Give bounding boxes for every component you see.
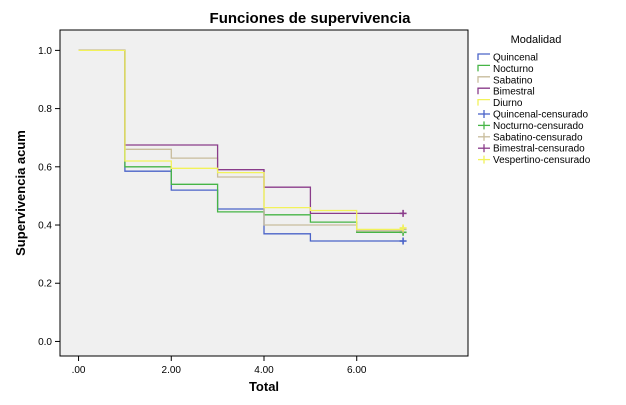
legend-label: Bimestral (493, 87, 535, 98)
legend-plus-swatch (478, 144, 490, 153)
legend-label: Sabatino (493, 75, 533, 86)
legend-plus-swatch (478, 155, 490, 164)
legend-label: Nocturno (493, 64, 534, 75)
x-axis: .00 2.00 4.00 6.00 (72, 356, 367, 376)
x-tick-label: .00 (72, 365, 86, 376)
legend-label: Bimestral-censurado (493, 144, 585, 155)
legend-label: Vespertino-censurado (493, 155, 591, 166)
x-tick-label: 6.00 (347, 365, 367, 376)
y-axis: 0.0 0.2 0.4 0.6 0.8 1.0 (38, 46, 60, 348)
x-axis-title: Total (249, 379, 279, 394)
legend-item: Diurno (477, 98, 523, 109)
legend-label: Nocturno-censurado (493, 121, 584, 132)
y-tick-label: 0.0 (38, 337, 52, 348)
series-line-diurno (78, 49, 404, 231)
legend-label: Quincenal (493, 53, 538, 64)
legend-line-swatch (477, 76, 490, 83)
censor-mark-diurno (399, 224, 407, 232)
legend-label: Quincenal-censurado (493, 110, 588, 121)
legend-items: QuincenalNocturnoSabatinoBimestralDiurno… (477, 53, 591, 166)
legend-label: Sabatino-censurado (493, 132, 583, 143)
legend-plus-swatch (478, 132, 490, 141)
legend-line-swatch (477, 64, 490, 72)
y-tick-label: 0.8 (38, 104, 52, 115)
legend-plus-swatch (478, 121, 490, 130)
legend-item: Quincenal-censurado (478, 110, 588, 121)
legend-line-swatch (477, 98, 490, 106)
y-tick-label: 0.2 (38, 279, 52, 290)
legend-item: Vespertino-censurado (478, 155, 591, 166)
x-tick-label: 2.00 (162, 365, 182, 376)
chart-title: Funciones de supervivencia (210, 10, 412, 27)
legend-item: Bimestral-censurado (478, 144, 585, 155)
legend-item: Bimestral (477, 87, 535, 98)
censor-mark-quincenal (399, 237, 407, 245)
censor-mark-bimestral (399, 209, 407, 217)
x-tick-label: 4.00 (254, 365, 274, 376)
y-tick-label: 0.4 (38, 221, 52, 232)
legend-line-swatch (477, 87, 490, 95)
legend-item: Sabatino-censurado (478, 132, 583, 143)
survival-curves (78, 49, 407, 245)
legend-title: Modalidad (511, 34, 562, 46)
legend: Modalidad QuincenalNocturnoSabatinoBimes… (477, 34, 591, 166)
series-line-nocturno (78, 49, 404, 233)
legend-line-swatch (477, 53, 490, 60)
legend-item: Quincenal (477, 53, 538, 64)
y-tick-label: 0.6 (38, 162, 52, 173)
legend-plus-swatch (478, 110, 490, 118)
legend-item: Nocturno-censurado (478, 121, 584, 132)
legend-item: Nocturno (477, 64, 534, 75)
legend-label: Diurno (493, 98, 523, 109)
y-tick-label: 1.0 (38, 46, 52, 57)
y-axis-title: Supervivencia acum (13, 130, 28, 256)
legend-item: Sabatino (477, 75, 533, 86)
